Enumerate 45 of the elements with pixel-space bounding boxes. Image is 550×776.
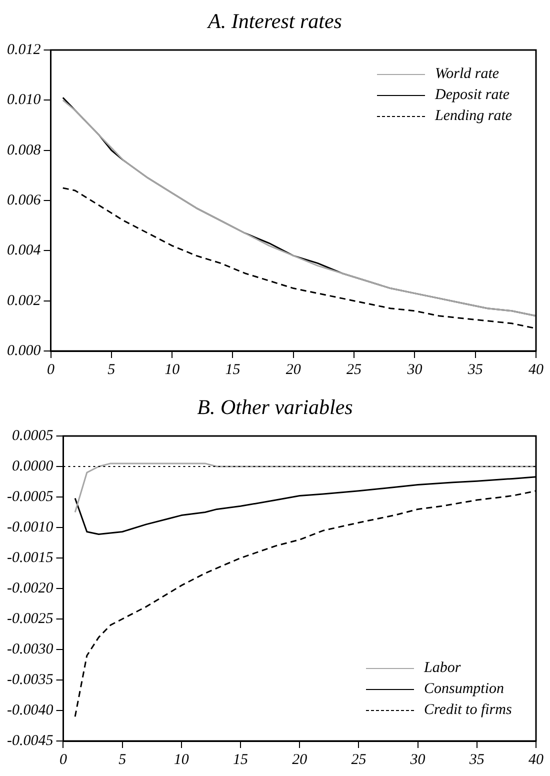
x-tick-label: 35 [468,752,485,768]
legend-label: World rate [435,66,500,83]
y-tick-label: 0.006 [7,192,42,208]
legend-label: Deposit rate [435,87,510,104]
y-tick-label: -0.0030 [6,641,54,658]
chart-title: A. Interest rates [206,8,343,35]
legend-label: Credit to firms [424,702,512,719]
y-tick-label: 0.010 [7,92,42,108]
x-tick-label: 10 [174,752,190,768]
legend-label: Labor [424,660,461,677]
y-tick-label: -0.0045 [6,732,54,749]
x-tick-label: 25 [346,362,362,378]
y-tick-label: 0.000 [7,342,42,359]
chart-title: B. Other variables [196,394,354,421]
legend-label: Consumption [424,681,504,698]
y-tick-label: 0.002 [7,292,42,309]
x-tick-label: 40 [528,752,544,768]
x-tick-label: 30 [406,362,423,378]
x-tick-label: 15 [233,752,249,768]
y-tick-label: -0.0035 [6,672,54,688]
x-tick-label: 35 [466,362,484,378]
y-tick-label: -0.0015 [6,550,54,566]
y-tick-label: -0.0020 [6,580,54,596]
x-tick-label: 20 [286,362,302,378]
x-tick-label: 5 [108,362,116,378]
y-tick-label: 0.0000 [12,458,54,474]
x-tick-label: 0 [47,362,55,378]
x-tick-label: 10 [164,362,180,378]
y-tick-label: 0.008 [7,142,42,158]
x-tick-label: 40 [528,362,544,378]
y-tick-label: -0.0025 [6,610,54,627]
y-tick-label: -0.0040 [6,702,54,718]
x-tick-label: 30 [409,752,426,768]
y-tick-label: -0.0010 [6,519,54,536]
x-tick-label: 5 [118,752,127,768]
x-tick-label: 0 [59,752,68,768]
x-tick-label: 20 [292,752,308,768]
line-series [62,187,536,330]
x-tick-label: 15 [225,362,241,378]
x-tick-label: 25 [351,752,367,768]
y-tick-label: 0.0005 [12,428,54,444]
y-tick-label: -0.0005 [6,488,54,505]
legend-label: Lending rate [435,108,512,125]
y-tick-label: 0.004 [7,242,42,259]
y-tick-label: 0.012 [7,42,42,58]
